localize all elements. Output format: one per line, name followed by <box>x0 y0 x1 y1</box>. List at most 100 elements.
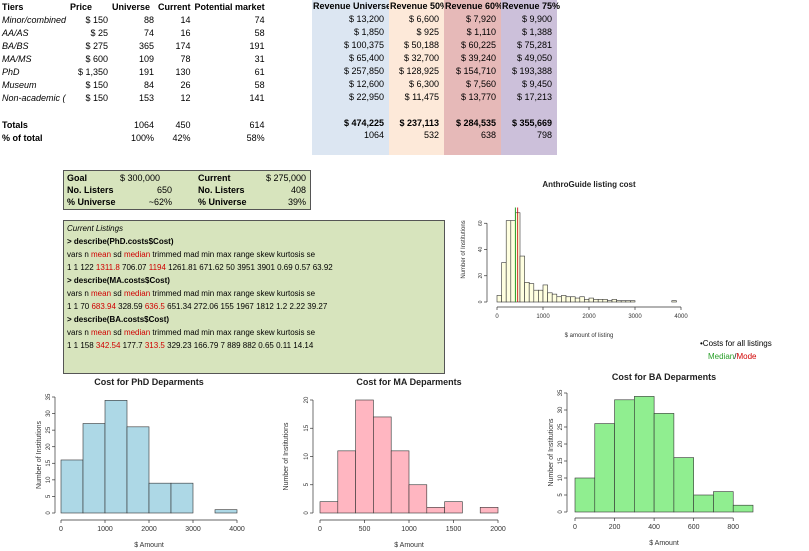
goal-label: Goal <box>67 173 88 183</box>
tier-current: 26 <box>180 79 191 90</box>
describe-values-ba: 1 1 158 342.54 177.7 313.5 329.23 166.79… <box>67 341 314 350</box>
histogram-bar <box>630 300 636 303</box>
histogram-bar <box>561 295 567 303</box>
tier-name: BA/BS <box>2 40 29 51</box>
tier-row: Non-academic ($ 150 153 12 141 <box>0 91 267 104</box>
tier-potential: 141 <box>249 92 265 103</box>
x-tick-label: 1000 <box>536 314 550 320</box>
tier-current: 130 <box>175 66 191 77</box>
revenue-cell: $ 6,300 <box>408 79 439 89</box>
y-tick-label: 15 <box>46 459 52 466</box>
tier-name: MA/MS <box>2 53 32 64</box>
tier-universe: 88 <box>144 14 155 25</box>
histogram-bar <box>588 297 594 303</box>
revenue-count: 798 <box>536 130 552 140</box>
histogram-bar <box>505 220 512 303</box>
x-tick-label: 2000 <box>582 314 596 320</box>
describe-header-phd: vars n mean sd median trimmed mad min ma… <box>67 250 316 259</box>
tier-name: PhD <box>2 66 20 77</box>
describe-header-ba: vars n mean sd median trimmed mad min ma… <box>67 328 316 337</box>
histogram-bar <box>426 507 445 514</box>
revenue-cell: $ 13,770 <box>460 92 496 102</box>
x-tick-label: 4000 <box>229 526 245 533</box>
tier-universe: 74 <box>144 27 155 38</box>
histogram-bar <box>713 491 734 513</box>
y-tick-label: 20 <box>478 273 484 279</box>
tier-name: Non-academic ( <box>2 92 66 103</box>
histogram-bar <box>479 507 499 514</box>
revenue-cell: $ 193,388 <box>511 66 552 76</box>
universe-label: % Universe <box>67 197 116 207</box>
histogram-bar <box>510 220 516 303</box>
revenue-cell: $ 11,475 <box>404 92 439 102</box>
chart-title: Cost for MA Deparments <box>356 377 461 387</box>
x-axis-label: $ amount of listing <box>565 333 614 339</box>
histogram-bar <box>390 450 410 514</box>
x-tick-label: 3000 <box>628 314 642 320</box>
revenue-count: 532 <box>423 130 439 140</box>
histogram-bar <box>579 296 585 303</box>
y-tick-label: 30 <box>46 410 52 417</box>
y-tick-label: 20 <box>558 440 564 447</box>
revenue-header: Revenue 60% <box>445 1 504 11</box>
y-tick-label: 20 <box>46 443 52 450</box>
histogram-bar <box>673 457 694 513</box>
tier-price: $ 150 <box>85 14 109 25</box>
histogram-bar <box>551 293 558 303</box>
y-tick-label: 0 <box>558 510 564 514</box>
y-axis-label: Number of Institutions <box>283 422 290 491</box>
tier-row: PhD $ 1,350 191 130 61 <box>0 65 267 78</box>
current-universe-value: 39% <box>287 197 306 207</box>
revenue-column <box>501 0 557 155</box>
revenue-cell: $ 1,388 <box>521 27 552 37</box>
tier-row: Minor/combined $ 150 88 14 74 <box>0 13 267 26</box>
x-tick-label: 0 <box>59 526 63 533</box>
tier-universe: 191 <box>139 66 155 77</box>
goal-box: Goal $ 300,000 No. Listers 650 % Univers… <box>63 170 311 210</box>
histogram-bar <box>337 450 356 514</box>
percent-label: % of total <box>2 132 43 143</box>
x-tick-label: 500 <box>359 526 371 533</box>
header-tiers: Tiers <box>2 1 24 12</box>
tier-name: Minor/combined <box>2 14 67 25</box>
histogram-bar <box>602 299 608 303</box>
histogram-bar <box>170 482 194 514</box>
histogram-bar <box>653 413 675 513</box>
revenue-cell: $ 13,200 <box>348 14 384 24</box>
totals-universe: 1064 <box>134 119 155 130</box>
histogram-bar <box>444 501 463 514</box>
tier-price: $ 1,350 <box>78 66 109 77</box>
tier-price: $ 600 <box>85 53 109 64</box>
totals-label: Totals <box>2 119 28 130</box>
tier-universe: 365 <box>139 40 155 51</box>
phd-cost-chart: Cost for PhD Deparments 0 1000 2000 3000 4000… <box>36 377 245 549</box>
tier-price: $ 275 <box>85 40 109 51</box>
x-tick-label: 2000 <box>490 526 506 533</box>
revenue-header: Revenue 50% <box>390 1 449 11</box>
histogram-bar <box>594 423 615 513</box>
tier-universe: 84 <box>144 79 155 90</box>
histogram-bar <box>542 284 548 303</box>
revenue-cell: $ 128,925 <box>398 66 439 76</box>
x-tick-label: 400 <box>648 524 660 531</box>
describe-values-phd: 1 1 122 1311.8 706.07 1194 1261.81 671.6… <box>67 263 333 272</box>
header-universe: Universe <box>112 1 151 12</box>
histogram-bar <box>148 482 172 514</box>
y-tick-label: 5 <box>558 493 564 497</box>
histogram-bar <box>616 300 622 303</box>
revenue-cell: $ 65,400 <box>348 53 384 63</box>
header-price: Price <box>70 1 93 12</box>
revenue-cell: $ 154,710 <box>455 66 496 76</box>
revenue-column <box>389 0 444 155</box>
histogram-bar <box>519 255 525 303</box>
revenue-total: $ 355,669 <box>511 118 552 128</box>
median-mode-legend: Median/Mode <box>708 352 757 361</box>
tiers-header-row: Tiers Price Universe Current Potential m… <box>0 0 267 13</box>
tier-universe: 153 <box>139 92 155 103</box>
y-axis-label: Number of Institutions <box>36 420 43 489</box>
revenue-cell: $ 12,600 <box>348 79 384 89</box>
revenue-column <box>444 0 501 155</box>
tier-current: 12 <box>180 92 191 103</box>
ba-cost-chart: Cost for BA Deparments 0 200 400 600 800 0 5 10 1… <box>548 372 754 547</box>
